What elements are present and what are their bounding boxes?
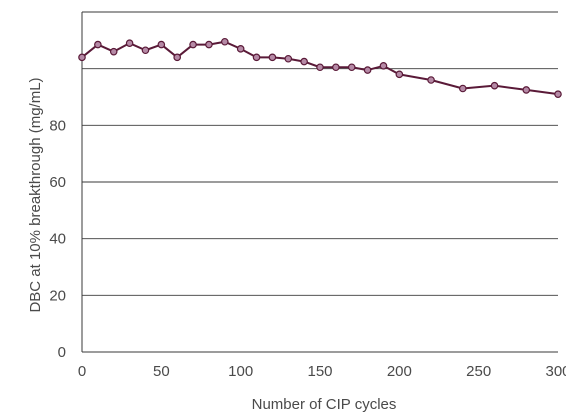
data-point [458, 84, 467, 93]
x-axis-title: Number of CIP cycles [252, 396, 397, 413]
grid [82, 11, 558, 296]
data-point [157, 40, 166, 49]
data-point [300, 57, 308, 66]
x-tick-label: 50 [153, 363, 170, 380]
data-point [173, 53, 182, 62]
y-axis-title: DBC at 10% breakthrough (mg/mL) [27, 77, 44, 312]
data-point [284, 54, 293, 63]
y-tick-label: 80 [49, 117, 66, 134]
x-tick-label: 300 [545, 363, 566, 380]
y-tick-label: 60 [49, 174, 66, 191]
x-tick-label: 100 [228, 363, 253, 380]
data-point [94, 40, 102, 49]
y-tick-label: 40 [49, 231, 66, 248]
y-tick-labels: 0 20 40 60 80 [49, 117, 66, 361]
y-tick-label: 0 [58, 344, 66, 361]
data-point [109, 47, 118, 56]
data-point [490, 81, 499, 90]
data-point [268, 53, 277, 62]
data-point [316, 63, 324, 72]
data-point [252, 53, 261, 62]
data-point [347, 63, 356, 72]
x-tick-labels: 0 50 100 150 200 250 300 [78, 363, 566, 380]
series-layer [78, 37, 562, 98]
data-point [395, 70, 404, 79]
x-tick-label: 200 [387, 363, 412, 380]
data-point [332, 63, 340, 72]
data-point [236, 45, 245, 53]
data-point [205, 40, 213, 49]
x-tick-label: 250 [466, 363, 491, 380]
data-point [141, 46, 150, 55]
data-point [78, 53, 86, 62]
x-tick-label: 0 [78, 363, 86, 380]
x-tick-label: 150 [307, 363, 332, 380]
data-point [427, 76, 435, 84]
data-point [221, 37, 229, 46]
y-tick-label: 20 [49, 287, 66, 304]
data-point [363, 66, 372, 74]
data-point [189, 40, 197, 49]
data-point [379, 62, 388, 70]
data-point [522, 86, 531, 94]
data-point [554, 90, 562, 98]
data-point [125, 39, 134, 47]
